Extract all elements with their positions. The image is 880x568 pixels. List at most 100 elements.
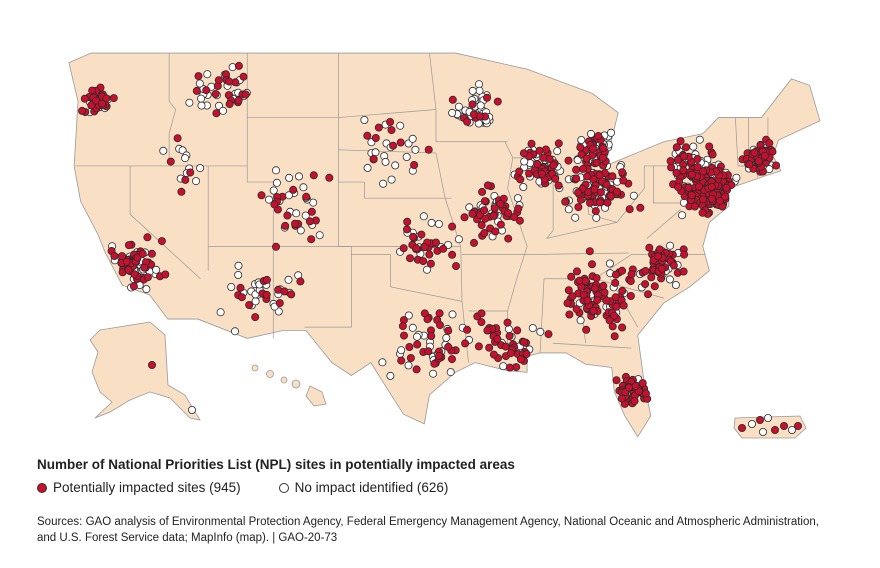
impacted-site-marker	[434, 351, 443, 360]
impacted-site-marker	[666, 157, 675, 166]
no-impact-site-marker	[269, 186, 278, 195]
impacted-site-marker	[535, 146, 544, 155]
impacted-site-marker	[627, 270, 636, 279]
no-impact-site-marker	[587, 129, 596, 138]
impacted-site-marker	[679, 152, 688, 161]
impacted-site-marker	[398, 322, 407, 331]
impacted-site-marker	[482, 93, 491, 102]
impacted-site-marker	[477, 221, 486, 230]
no-impact-site-marker	[442, 333, 451, 342]
impacted-site-marker	[572, 305, 581, 314]
no-impact-site-marker	[788, 425, 797, 434]
no-impact-site-marker	[391, 161, 400, 170]
impacted-site-marker	[583, 172, 592, 181]
no-impact-site-marker	[519, 182, 528, 191]
state-border	[338, 109, 437, 118]
impacted-site-marker	[194, 72, 203, 81]
no-impact-site-marker	[732, 173, 741, 182]
impacted-site-marker	[224, 77, 233, 86]
state-border	[129, 165, 201, 280]
impacted-site-marker	[610, 332, 619, 341]
impacted-site-marker	[493, 97, 502, 106]
impacted-site-marker	[431, 238, 440, 247]
impacted-site-marker	[468, 100, 477, 109]
impacted-site-marker	[698, 208, 707, 217]
impacted-site-marker	[618, 168, 627, 177]
no-impact-site-marker	[218, 106, 227, 115]
impacted-site-marker	[603, 198, 612, 207]
impacted-site-marker	[435, 321, 444, 330]
impacted-site-marker	[447, 355, 456, 364]
impacted-site-marker	[130, 270, 139, 279]
impacted-site-marker	[166, 157, 175, 166]
impacted-site-marker	[707, 182, 716, 191]
impacted-site-marker	[305, 217, 314, 226]
impacted-site-marker	[533, 160, 542, 169]
state-border	[546, 222, 618, 239]
impacted-site-marker	[672, 168, 681, 177]
alaska	[89, 321, 201, 421]
impacted-site-marker	[596, 198, 605, 207]
impacted-site-marker	[98, 99, 107, 108]
impacted-site-marker	[754, 157, 763, 166]
impacted-site-marker	[564, 286, 573, 295]
no-impact-site-marker	[446, 368, 455, 377]
impacted-site-marker	[538, 169, 547, 178]
impacted-site-marker	[212, 109, 221, 118]
state-border	[553, 342, 632, 349]
impacted-site-marker	[586, 198, 595, 207]
impacted-site-marker	[572, 165, 581, 174]
site-markers	[78, 61, 803, 436]
impacted-site-marker	[237, 293, 246, 302]
impacted-site-marker	[630, 396, 639, 405]
impacted-site-marker	[289, 185, 298, 194]
impacted-site-marker	[520, 338, 529, 347]
impacted-site-marker	[602, 296, 611, 305]
impacted-site-marker	[564, 156, 573, 165]
impacted-site-marker	[582, 154, 591, 163]
impacted-site-marker	[565, 310, 574, 319]
impacted-site-marker	[613, 187, 622, 196]
state-border	[546, 170, 554, 239]
impacted-site-marker	[721, 192, 730, 201]
no-impact-site-marker	[536, 327, 545, 336]
impacted-site-marker	[147, 360, 156, 369]
legend-not-impacted-label: No impact identified (626)	[294, 480, 449, 495]
impacted-site-marker	[424, 347, 433, 356]
no-impact-site-marker	[397, 346, 406, 355]
impacted-site-marker	[618, 266, 627, 275]
no-impact-site-marker	[748, 419, 757, 428]
impacted-site-marker	[241, 90, 250, 99]
impacted-site-marker	[573, 267, 582, 276]
no-impact-site-marker	[386, 371, 395, 380]
impacted-site-marker	[444, 342, 453, 351]
impacted-site-marker	[225, 100, 234, 109]
impacted-site-marker	[399, 244, 408, 253]
impacted-site-marker	[483, 181, 492, 190]
impacted-site-marker	[568, 292, 577, 301]
impacted-site-marker	[417, 230, 426, 239]
impacted-site-marker	[513, 326, 522, 335]
impacted-site-marker	[708, 150, 717, 159]
no-impact-site-marker	[695, 135, 704, 144]
no-impact-site-marker	[142, 285, 151, 294]
impacted-site-marker	[124, 241, 133, 250]
no-impact-site-marker	[454, 235, 463, 244]
impacted-site-marker	[581, 276, 590, 285]
no-impact-site-marker	[197, 101, 206, 110]
no-impact-site-marker	[159, 146, 168, 155]
no-impact-site-marker	[553, 147, 562, 156]
impacted-site-marker	[424, 145, 433, 154]
impacted-site-marker	[363, 131, 372, 140]
legend-title: Number of National Priorities List (NPL)…	[37, 457, 515, 472]
impacted-site-marker	[612, 376, 621, 385]
impacted-site-marker	[750, 148, 759, 157]
impacted-site-marker	[448, 222, 457, 231]
impacted-site-marker	[600, 288, 609, 297]
impacted-site-marker	[239, 72, 248, 81]
impacted-site-marker	[694, 182, 703, 191]
no-impact-site-marker	[234, 261, 243, 270]
impacted-site-marker	[585, 247, 594, 256]
impacted-site-marker	[262, 275, 271, 284]
no-impact-site-marker	[573, 156, 582, 165]
